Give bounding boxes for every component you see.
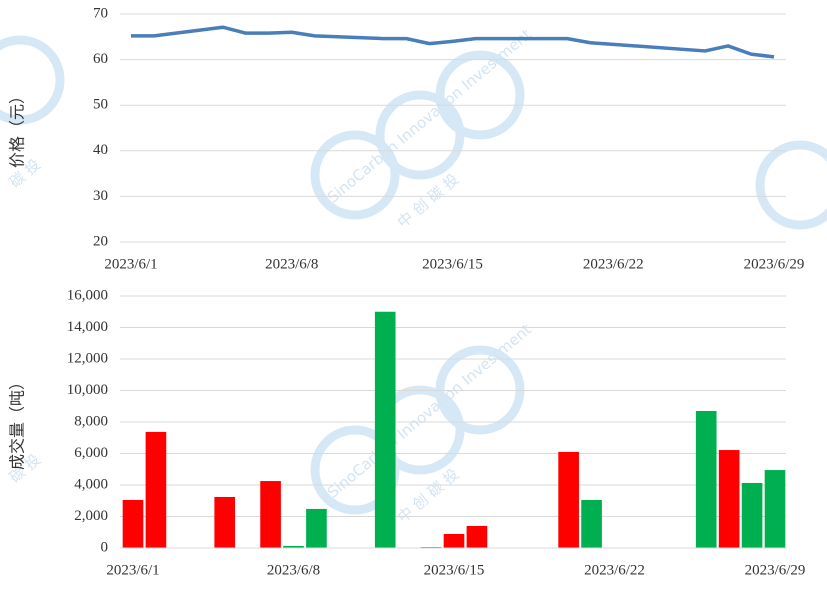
watermark-ring <box>375 90 465 180</box>
y-tick-label: 14,000 <box>67 319 108 335</box>
bar <box>122 499 144 548</box>
bar <box>695 410 717 548</box>
y-tick-label: 50 <box>93 97 108 113</box>
y-tick-label: 4,000 <box>74 476 108 492</box>
x-tick-label: 2023/6/8 <box>267 562 320 578</box>
x-tick-label: 2023/6/29 <box>744 256 805 272</box>
bar <box>443 533 465 548</box>
bar <box>466 525 488 548</box>
y-tick-label: 70 <box>93 5 108 21</box>
x-tick-label: 2023/6/1 <box>106 562 159 578</box>
y-tick-label: 12,000 <box>67 350 108 366</box>
y-tick-label: 6,000 <box>74 445 108 461</box>
watermark-ring <box>310 130 400 220</box>
y-axis-title: 成交量（吨） <box>8 374 27 470</box>
x-tick-label: 2023/6/15 <box>424 562 485 578</box>
bar <box>558 451 579 548</box>
bar <box>145 431 167 548</box>
x-tick-label: 2023/6/1 <box>104 256 157 272</box>
y-tick-label: 10,000 <box>67 382 108 398</box>
y-tick-label: 2,000 <box>74 508 108 524</box>
watermark-ring <box>435 50 525 140</box>
x-tick-label: 2023/6/22 <box>583 256 644 272</box>
bar <box>764 470 786 548</box>
bar <box>306 508 327 548</box>
watermark-text: 中 创 碳 投 <box>394 465 462 527</box>
x-tick-label: 2023/6/22 <box>584 562 645 578</box>
y-tick-label: 16,000 <box>67 287 108 303</box>
x-tick-label: 2023/6/15 <box>422 256 483 272</box>
bar <box>581 499 602 548</box>
bar <box>260 481 281 548</box>
bar <box>214 496 236 548</box>
watermark-ring <box>755 140 827 230</box>
y-tick-label: 0 <box>101 539 109 555</box>
watermark-text: SinoCarbon Innovation Investment <box>324 25 535 206</box>
y-tick-label: 40 <box>93 142 108 158</box>
y-tick-label: 20 <box>93 233 108 249</box>
bar <box>283 545 304 548</box>
price-line <box>131 25 775 59</box>
bar <box>718 450 740 548</box>
bar <box>374 311 396 548</box>
watermark-text: 中 创 碳 投 <box>394 170 462 232</box>
x-tick-label: 2023/6/29 <box>745 562 806 578</box>
x-tick-label: 2023/6/8 <box>265 256 318 272</box>
watermark-text: SinoCarbon Innovation Investment <box>324 320 535 501</box>
y-axis-title: 价格（元） <box>8 88 27 168</box>
bar <box>741 482 763 548</box>
y-tick-label: 8,000 <box>74 413 108 429</box>
y-tick-label: 60 <box>93 51 108 67</box>
watermark-ring <box>0 35 65 125</box>
y-tick-label: 30 <box>93 188 108 204</box>
